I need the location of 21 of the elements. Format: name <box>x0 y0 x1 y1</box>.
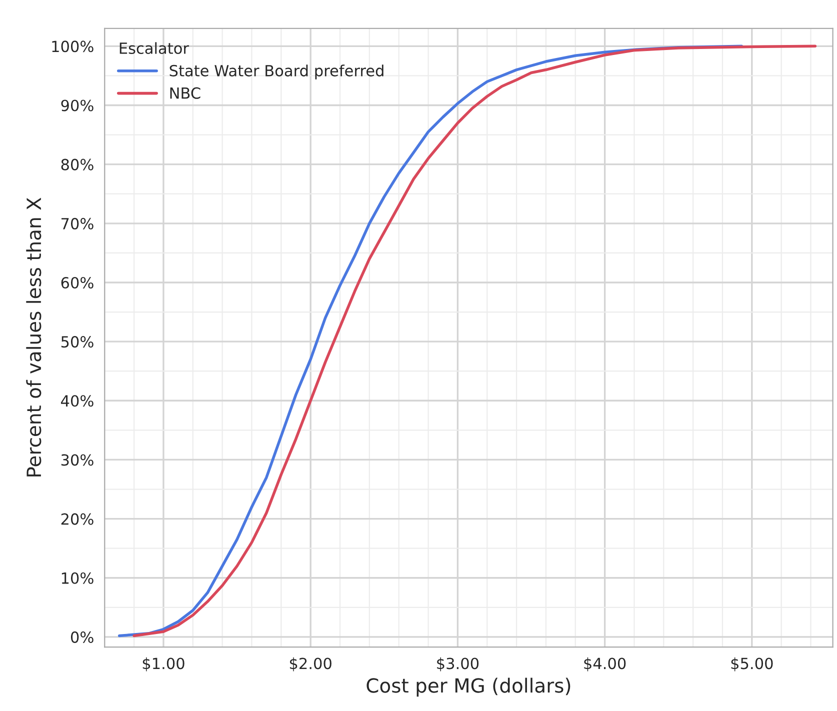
legend-label: State Water Board preferred <box>170 64 384 80</box>
y-tick-label: 90% <box>61 100 94 112</box>
x-tick-label: $1.00 <box>142 657 184 672</box>
y-tick-label: 0% <box>70 631 94 643</box>
y-tick-label: 100% <box>52 40 94 52</box>
y-tick-label: 50% <box>61 336 94 348</box>
x-tick-label: $2.00 <box>290 657 332 672</box>
x-axis-title: Cost per MG (dollars) <box>366 678 570 697</box>
y-tick-label: 80% <box>61 158 94 170</box>
y-tick-label: 60% <box>61 276 94 289</box>
y-tick-label: 20% <box>61 513 94 525</box>
y-tick-label: 30% <box>61 454 94 466</box>
legend-title: Escalator <box>120 42 189 54</box>
y-tick-label: 10% <box>62 572 94 584</box>
x-tick-label: $5.00 <box>731 657 773 672</box>
y-tick-label: 70% <box>62 218 94 230</box>
y-tick-label: 40% <box>61 395 94 407</box>
x-tick-label: $4.00 <box>584 657 626 672</box>
y-axis-title: Percent of values less than X <box>26 198 42 476</box>
x-tick-label: $3.00 <box>437 657 479 672</box>
legend-label: NBC <box>170 87 200 99</box>
